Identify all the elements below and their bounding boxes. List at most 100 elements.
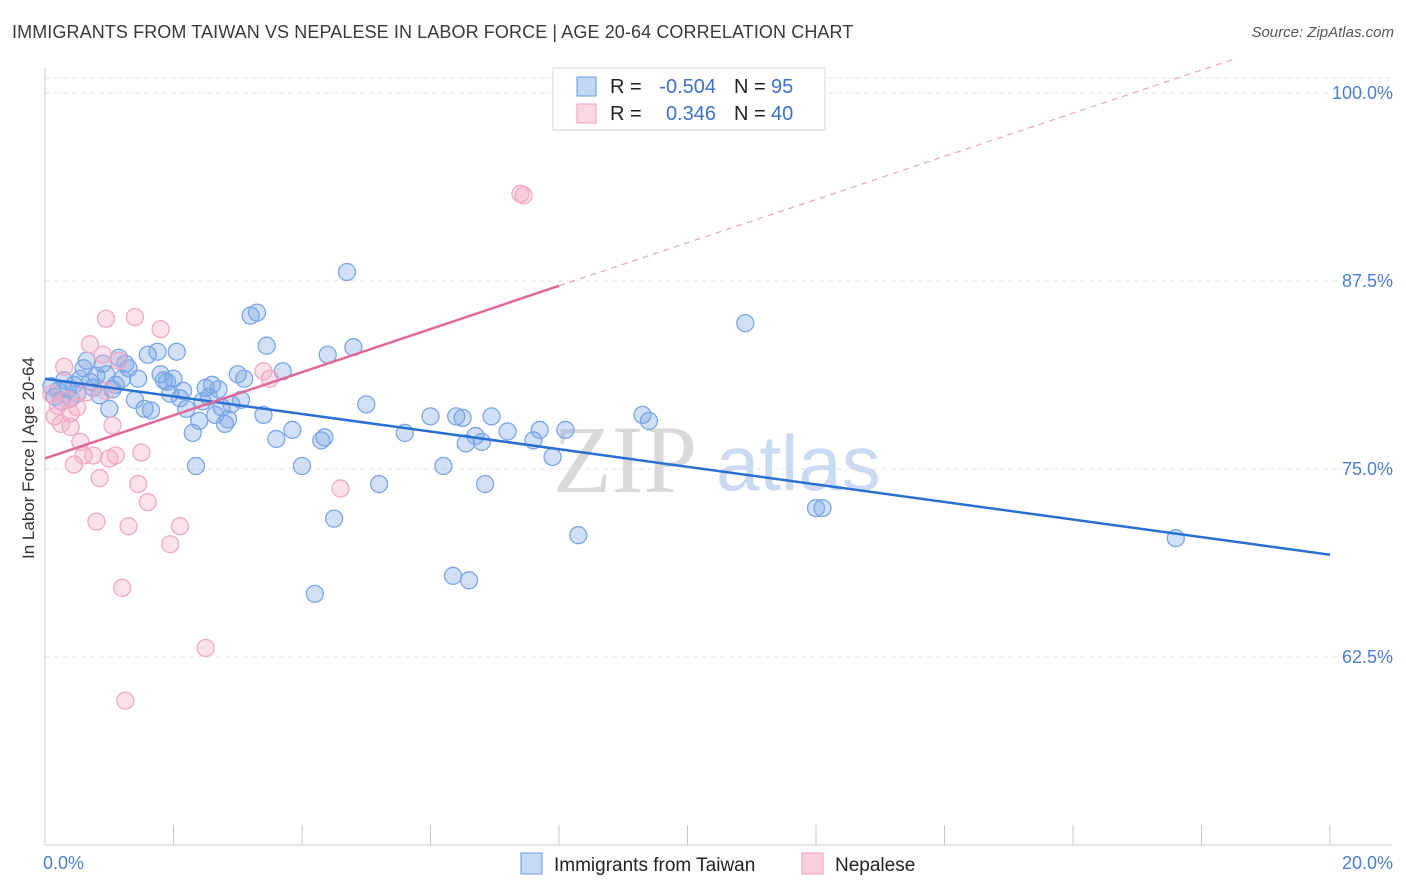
nepalese-point — [80, 335, 100, 354]
stats-r-value: -0.504 — [659, 76, 716, 98]
taiwan-point — [77, 351, 96, 370]
taiwan-point — [530, 420, 549, 440]
taiwan-point — [254, 405, 273, 425]
taiwan-point — [806, 498, 826, 518]
taiwan-point — [369, 474, 389, 494]
nepalese-point — [116, 691, 135, 710]
series-swatch — [801, 852, 824, 875]
nepalese-point — [67, 398, 87, 417]
nepalese-point — [151, 320, 170, 339]
taiwan-point — [472, 432, 492, 452]
taiwan-point — [639, 411, 659, 431]
nepalese-point — [161, 535, 180, 554]
x-tick-label: 20.0% — [1342, 853, 1393, 873]
stats-swatch — [576, 103, 597, 124]
nepalese-point — [106, 446, 125, 465]
stats-legend-box — [552, 67, 826, 131]
taiwan-point — [247, 303, 267, 322]
taiwan-point — [443, 566, 463, 585]
series-swatch — [520, 852, 543, 875]
stats-n-value: 95 — [771, 76, 793, 98]
nepalese-point — [96, 381, 116, 400]
taiwan-point — [337, 262, 357, 282]
y-tick-label: 87.5% — [1342, 271, 1393, 291]
nepalese-point — [74, 446, 93, 465]
nepalese-point — [125, 307, 145, 327]
axes — [44, 68, 1392, 846]
taiwan-point — [292, 456, 312, 476]
taiwan-point — [324, 509, 344, 528]
nepalese-trend-line-dashed — [558, 58, 1234, 287]
stats-r-label: R = — [610, 103, 642, 125]
taiwan-point — [141, 401, 161, 420]
nepalese-point — [170, 517, 190, 536]
stats-legend: R = -0.504 N = 95 R = 0.346 N = 40 — [552, 67, 826, 131]
taiwan-point — [135, 399, 154, 419]
taiwan-point — [112, 369, 132, 388]
nepalese-point — [331, 479, 350, 498]
y-tick-label: 100.0% — [1332, 83, 1393, 103]
watermark-zip: ZIP — [553, 406, 697, 513]
taiwan-point — [190, 411, 209, 431]
chart-title: IMMIGRANTS FROM TAIWAN VS NEPALESE IN LA… — [12, 22, 854, 42]
taiwan-point — [167, 342, 186, 361]
taiwan-point — [434, 456, 453, 476]
taiwan-point — [173, 381, 193, 400]
nepalese-point — [109, 351, 129, 370]
nepalese-point — [58, 390, 77, 409]
nepalese-point — [112, 578, 132, 597]
taiwan-point — [315, 428, 334, 447]
y-axis-label: In Labor Force | Age 20-64 — [19, 357, 38, 559]
taiwan-point — [459, 571, 479, 590]
taiwan-point — [421, 407, 440, 426]
taiwan-point — [813, 498, 832, 518]
nepalese-point — [103, 416, 122, 435]
taiwan-point — [218, 410, 238, 429]
taiwan-point — [209, 380, 228, 399]
taiwan-point — [186, 456, 206, 476]
stats-r-value: 0.346 — [666, 103, 716, 125]
y-tick-label: 75.0% — [1342, 459, 1393, 479]
grid-lines — [45, 77, 1392, 658]
nepalese-point — [119, 517, 138, 536]
x-tick-label: 0.0% — [43, 853, 84, 873]
taiwan-point — [556, 420, 575, 440]
stats-n-value: 40 — [771, 103, 793, 125]
nepalese-trend-line — [44, 284, 560, 460]
taiwan-point — [235, 369, 254, 388]
tick-labels: 100.0% 87.5% 75.0% 62.5% 0.0% 20.0% — [43, 83, 1393, 873]
nepalese-point — [129, 474, 148, 494]
nepalese-point — [254, 362, 273, 381]
taiwan-point — [475, 474, 495, 494]
taiwan-point — [569, 526, 588, 545]
source-label: Source: ZipAtlas.com — [1251, 24, 1394, 41]
taiwan-point — [498, 422, 517, 441]
nepalese-point — [514, 186, 533, 205]
taiwan-point — [267, 429, 286, 449]
taiwan-point — [736, 313, 755, 333]
series-label: Immigrants from Taiwan — [554, 855, 755, 876]
nepalese-point — [87, 512, 106, 531]
nepalese-point — [61, 417, 80, 437]
nepalese-point — [138, 492, 157, 512]
nepalese-point — [132, 443, 151, 462]
taiwan-point — [257, 336, 276, 355]
stats-r-label: R = — [610, 76, 642, 98]
taiwan-point — [447, 407, 466, 426]
data-points — [42, 184, 1185, 710]
nepalese-point — [55, 357, 74, 376]
nepalese-point — [84, 446, 103, 465]
watermark-atlas: atlas — [716, 419, 881, 507]
taiwan-point — [453, 408, 472, 428]
taiwan-point — [543, 447, 562, 467]
taiwan-point — [100, 399, 119, 419]
taiwan-trend-line — [44, 377, 1331, 556]
stats-swatch — [576, 76, 597, 97]
series-legend: Immigrants from Taiwan Nepalese — [520, 852, 915, 876]
nepalese-point — [96, 309, 116, 328]
taiwan-point — [312, 431, 331, 450]
taiwan-point — [456, 434, 475, 453]
series-label: Nepalese — [835, 855, 915, 876]
taiwan-point — [129, 369, 148, 388]
